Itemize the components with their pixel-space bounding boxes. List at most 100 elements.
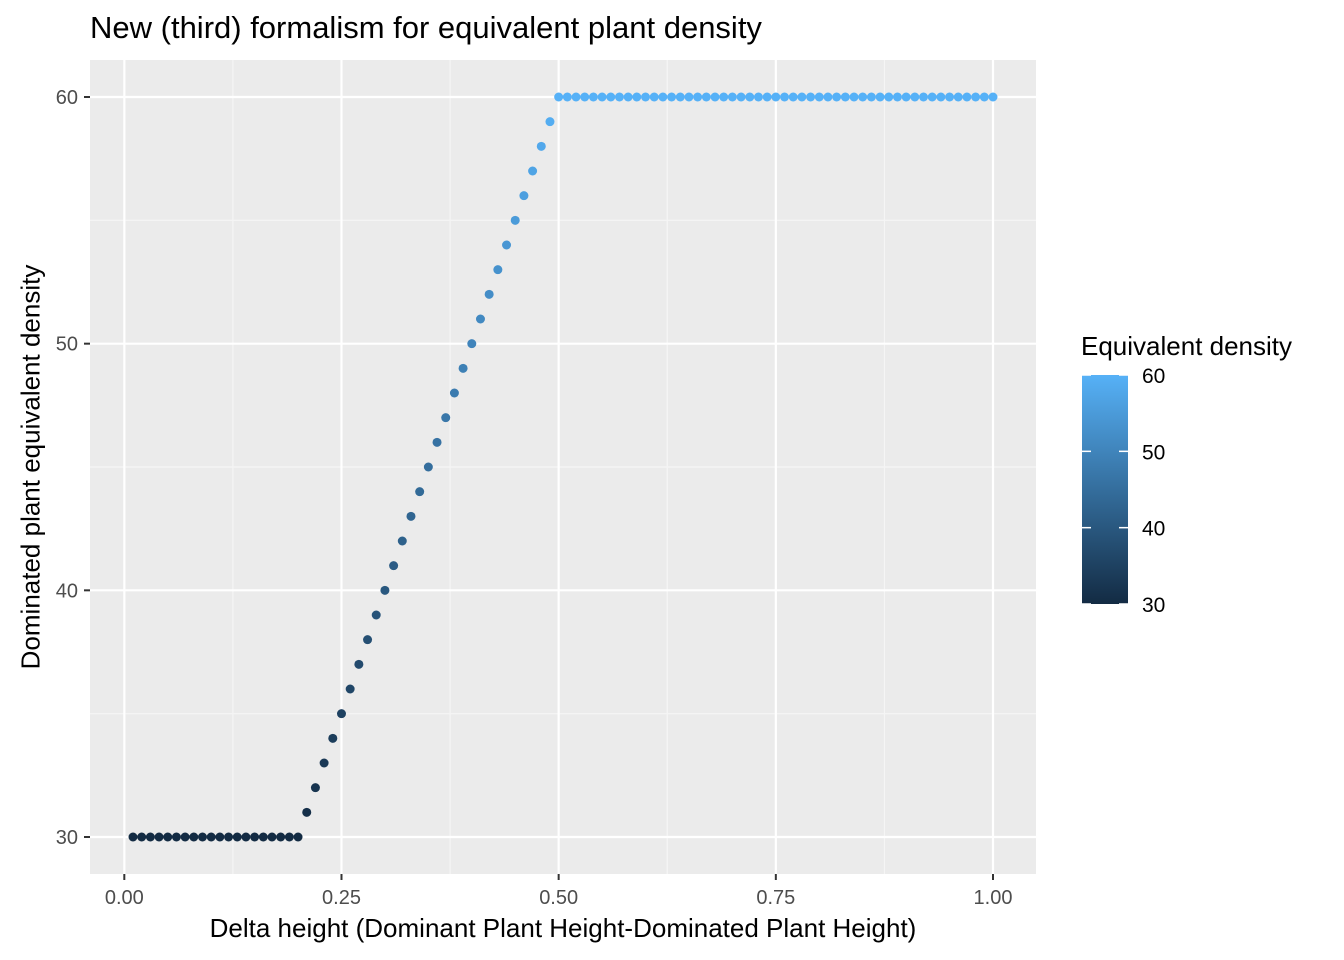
data-point [267,832,277,842]
x-axis: 0.00 0.25 0.50 0.75 1.00 [105,874,1013,909]
data-point [371,610,381,620]
colorbar-tick-label: 30 [1142,594,1165,617]
data-point [875,92,885,102]
data-point [406,511,416,521]
data-point [510,215,520,225]
data-point [823,92,833,102]
data-point [171,832,181,842]
data-point [258,832,268,842]
data-point [580,92,590,102]
data-point [363,635,373,645]
data-point [189,832,199,842]
data-point [745,92,755,102]
colorbar-tick-label: 60 [1142,365,1165,388]
data-points [128,92,998,842]
data-point [832,92,842,102]
data-point [988,92,998,102]
data-point [345,684,355,694]
y-tick-label: 60 [56,87,78,109]
data-point [276,832,286,842]
data-point [884,92,894,102]
data-point [432,437,442,447]
data-point [710,92,720,102]
data-point [719,92,729,102]
data-point [571,92,581,102]
data-point [658,92,668,102]
data-point [675,92,685,102]
data-point [962,92,972,102]
legend-title: Equivalent density [1081,331,1293,361]
data-point [693,92,703,102]
data-point [215,832,225,842]
data-point [475,314,485,324]
data-point [302,807,312,817]
data-point [866,92,876,102]
data-point [901,92,911,102]
data-point [545,117,555,127]
data-point [971,92,981,102]
y-tick-label: 40 [56,580,78,602]
data-point [840,92,850,102]
data-point [945,92,955,102]
data-point [319,758,329,768]
y-axis-label: Dominated plant equivalent density [15,264,46,670]
data-point [614,92,624,102]
data-point [224,832,234,842]
data-point [449,388,459,398]
y-axis-label-container: Dominated plant equivalent density [14,60,48,874]
data-point [484,289,494,299]
data-point [814,92,824,102]
data-point [458,363,468,373]
data-point [649,92,659,102]
x-tick-label: 1.00 [974,887,1013,909]
data-point [806,92,816,102]
data-point [623,92,633,102]
data-point [910,92,920,102]
data-point [979,92,989,102]
colorbar-tick-label: 40 [1142,518,1165,541]
data-point [641,92,651,102]
data-point [206,832,216,842]
data-point [232,832,242,842]
data-point [762,92,772,102]
data-point [163,832,173,842]
data-point [597,92,607,102]
data-point [241,832,251,842]
data-point [849,92,859,102]
y-axis: 30 40 50 60 [56,87,90,849]
y-tick-label: 50 [56,334,78,356]
data-point [528,166,538,176]
x-tick-label: 0.50 [539,887,578,909]
data-point [892,92,902,102]
data-point [145,832,155,842]
data-point [588,92,598,102]
data-point [780,92,790,102]
data-point [502,240,512,250]
y-tick-label: 30 [56,827,78,849]
data-point [797,92,807,102]
data-point [919,92,929,102]
data-point [415,487,425,497]
data-point [684,92,694,102]
data-point [310,783,320,793]
data-point [250,832,260,842]
data-point [632,92,642,102]
data-point [284,832,294,842]
x-tick-label: 0.75 [756,887,795,909]
data-point [519,191,529,201]
chart-title: New (third) formalism for equivalent pla… [90,10,762,45]
data-point [736,92,746,102]
data-point [493,265,503,275]
data-point [467,339,477,349]
data-point [423,462,433,472]
data-point [128,832,138,842]
data-point [389,561,399,571]
data-point [606,92,616,102]
x-tick-label: 0.00 [105,887,144,909]
colorbar [1082,375,1128,604]
data-point [137,832,147,842]
x-axis-label: Delta height (Dominant Plant Height-Domi… [209,913,917,943]
data-point [753,92,763,102]
data-point [953,92,963,102]
data-point [154,832,164,842]
